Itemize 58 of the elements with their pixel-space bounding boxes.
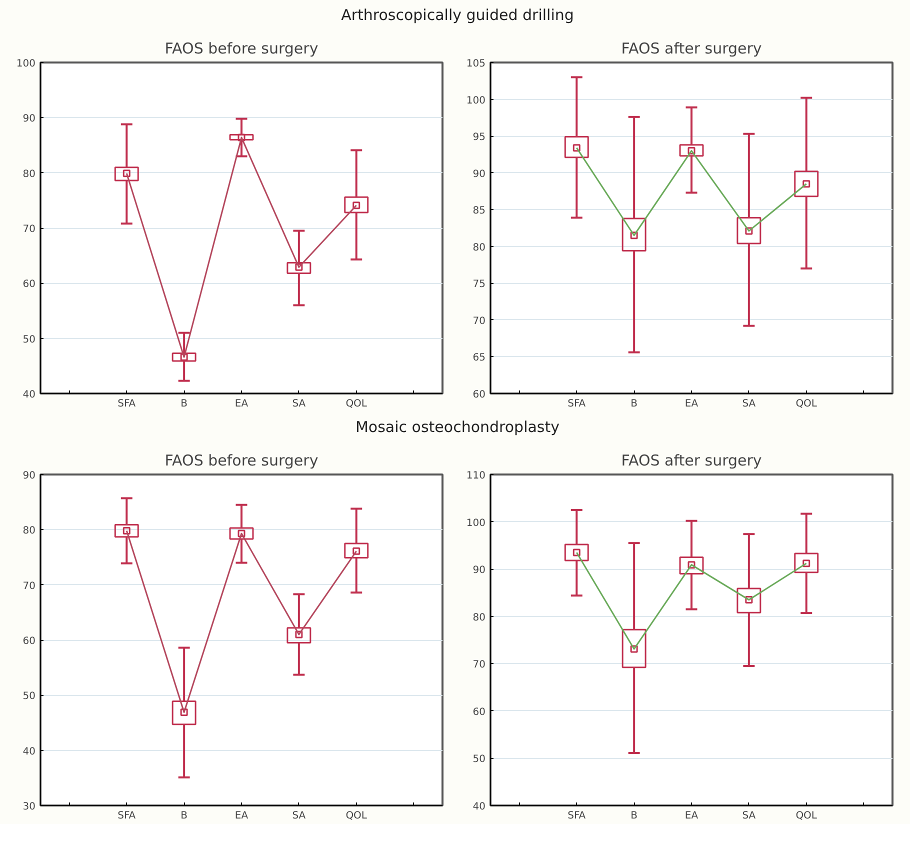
y-tick-label: 70 (472, 316, 486, 327)
y-tick-label: 40 (22, 390, 36, 400)
y-tick-label: 75 (472, 279, 486, 290)
x-tick-label: SFA (118, 810, 136, 822)
y-tick-label: 70 (22, 580, 36, 592)
y-tick-label: 105 (466, 58, 486, 70)
x-tick-label: B (180, 810, 188, 822)
y-tick-label: 40 (472, 802, 486, 812)
y-tick-label: 110 (466, 470, 486, 482)
y-tick-label: 90 (22, 470, 36, 482)
x-tick-label: QOL (346, 810, 368, 822)
y-tick-label: 65 (472, 352, 486, 364)
y-tick-label: 60 (22, 279, 36, 290)
x-tick-label: QOL (796, 398, 818, 410)
y-tick-label: 50 (22, 334, 36, 346)
x-tick-label: B (630, 398, 638, 410)
y-tick-label: 90 (22, 114, 36, 125)
y-tick-label: 70 (22, 224, 36, 235)
y-tick-label: 40 (22, 746, 36, 758)
x-tick-label: SA (292, 810, 306, 822)
x-tick-label: SFA (118, 398, 136, 410)
x-tick-label: SFA (568, 810, 586, 822)
y-tick-label: 80 (22, 168, 36, 180)
chart-title: FAOS before surgery (164, 40, 318, 58)
y-tick-label: 50 (472, 754, 486, 766)
x-tick-label: SA (742, 398, 756, 410)
x-tick-label: EA (684, 398, 698, 410)
x-tick-label: EA (684, 810, 698, 822)
chart-subtitle: Arthroscopically guided drilling (341, 5, 574, 26)
y-tick-label: 95 (472, 132, 486, 144)
y-tick-label: 50 (22, 691, 36, 702)
y-tick-label: 30 (22, 802, 36, 812)
chart-subtitle: Mosaic osteochondroplasty (355, 417, 560, 438)
x-tick-label: QOL (346, 398, 368, 410)
x-tick-label: SA (292, 398, 306, 410)
chart-title: FAOS after surgery (621, 452, 762, 470)
y-tick-label: 100 (16, 58, 36, 70)
y-tick-label: 85 (472, 206, 486, 217)
y-tick-label: 100 (466, 95, 486, 106)
y-tick-label: 80 (472, 612, 486, 624)
x-tick-label: EA (234, 398, 248, 410)
chart-title: FAOS after surgery (621, 40, 762, 58)
x-tick-label: SA (742, 810, 756, 822)
y-tick-label: 70 (472, 660, 486, 671)
y-tick-label: 80 (22, 526, 36, 537)
y-tick-label: 90 (472, 168, 486, 180)
y-tick-label: 90 (472, 565, 486, 576)
y-tick-label: 60 (472, 706, 486, 718)
x-tick-label: EA (234, 810, 248, 822)
x-tick-label: SFA (568, 398, 586, 410)
y-tick-label: 80 (472, 242, 486, 254)
y-tick-label: 100 (466, 518, 486, 529)
x-tick-label: B (180, 398, 188, 410)
y-tick-label: 60 (472, 390, 486, 400)
x-tick-label: QOL (796, 810, 818, 822)
x-tick-label: B (630, 810, 638, 822)
y-tick-label: 60 (22, 636, 36, 647)
chart-title: FAOS before surgery (164, 452, 318, 470)
